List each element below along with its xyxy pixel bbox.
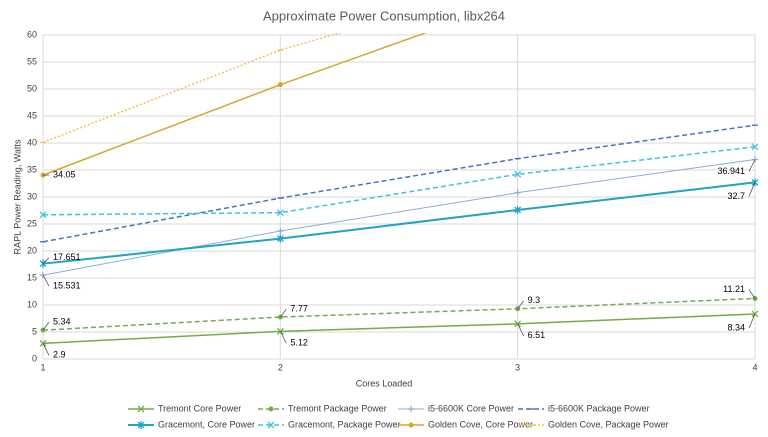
leader-line (748, 159, 756, 172)
x-tick-label: 4 (752, 362, 757, 372)
marker (40, 211, 47, 219)
y-tick-label: 55 (27, 56, 37, 66)
marker (276, 234, 284, 243)
y-tick-label: 45 (27, 110, 37, 120)
series-line (42, 146, 756, 216)
y-tick-label: 10 (27, 299, 37, 309)
y-tick-label: 60 (27, 29, 37, 39)
legend-label: Golden Cove, Package Power (548, 419, 669, 429)
y-tick-label: 30 (27, 191, 37, 201)
marker (277, 228, 284, 235)
chart-title: Approximate Power Consumption, libx264 (263, 8, 505, 23)
marker (268, 406, 274, 412)
legend: Tremont Core Power Tremont Package Power i… (128, 403, 669, 429)
y-axis-title: RAPL Power Reading, Watts (12, 139, 22, 254)
leader-line (42, 343, 50, 356)
x-tick-label: 3 (515, 362, 520, 372)
y-tick-label: 20 (27, 245, 37, 255)
data-label: 9.3 (528, 295, 541, 305)
marker (408, 406, 414, 412)
data-label: 2.9 (53, 350, 66, 360)
leader-line (42, 321, 50, 331)
y-tick-label: 0 (32, 353, 37, 363)
leader-line (280, 308, 287, 318)
data-label: 6.51 (528, 330, 546, 340)
y-tick-label: 25 (27, 218, 37, 228)
leader-line (517, 323, 524, 337)
data-label: 34.05 (53, 170, 76, 180)
data-label: 15.531 (53, 281, 81, 291)
marker (514, 170, 522, 178)
series-line (42, 124, 756, 243)
legend-label: i5-6600K Package Power (548, 403, 650, 413)
y-tick-label: 35 (27, 164, 37, 174)
leader-line (280, 331, 287, 344)
plot (40, 0, 759, 347)
legend-label: Golden Cove, Core Power (428, 419, 533, 429)
leader-line (517, 300, 524, 309)
series-line (42, 159, 756, 276)
series-line (42, 297, 756, 331)
x-tick-label: 2 (278, 362, 283, 372)
marker (515, 0, 520, 2)
data-label: 17.651 (53, 252, 81, 262)
marker (751, 143, 759, 151)
data-label: 8.34 (727, 322, 745, 332)
legend-label: i5-6600K Core Power (428, 403, 514, 413)
grid: 0 5 10 15 20 25 30 35 40 45 50 55 60 1 2 3 4 (27, 29, 758, 372)
y-tick-label: 40 (27, 137, 37, 147)
leader-line (42, 274, 50, 287)
labels: 2.9 5.12 6.51 8.34 5.34 7.77 9.3 11.21 15.531 36.… (42, 159, 756, 360)
legend-label: Gracemont, Core Power (158, 419, 255, 429)
marker (408, 422, 414, 428)
leader-line (748, 313, 756, 329)
series-line (42, 181, 756, 265)
data-label: 36.941 (717, 166, 745, 176)
y-tick-label: 15 (27, 272, 37, 282)
legend-label: Tremont Core Power (158, 403, 241, 413)
marker (276, 327, 284, 335)
x-tick-label: 1 (40, 362, 45, 372)
data-label: 7.77 (290, 303, 308, 313)
series-line (42, 33, 428, 176)
marker (267, 421, 275, 429)
leader-line (748, 289, 756, 299)
series-line (42, 313, 756, 345)
data-label: 5.12 (290, 338, 308, 348)
leader-line (42, 257, 50, 264)
data-label: 11.21 (723, 284, 745, 294)
y-tick-label: 50 (27, 83, 37, 93)
y-tick-label: 5 (32, 326, 37, 336)
legend-label: Tremont Package Power (288, 403, 387, 413)
leader-line (748, 182, 756, 197)
marker (276, 209, 284, 217)
x-axis-title: Cores Loaded (356, 378, 413, 388)
marker (514, 189, 521, 196)
data-label: 5.34 (53, 317, 71, 327)
marker (277, 82, 283, 88)
marker (514, 205, 522, 214)
marker (137, 405, 145, 413)
legend-label: Gracemont, Package Power (288, 419, 401, 429)
data-label: 32.7 (727, 191, 745, 201)
marker (137, 421, 145, 429)
